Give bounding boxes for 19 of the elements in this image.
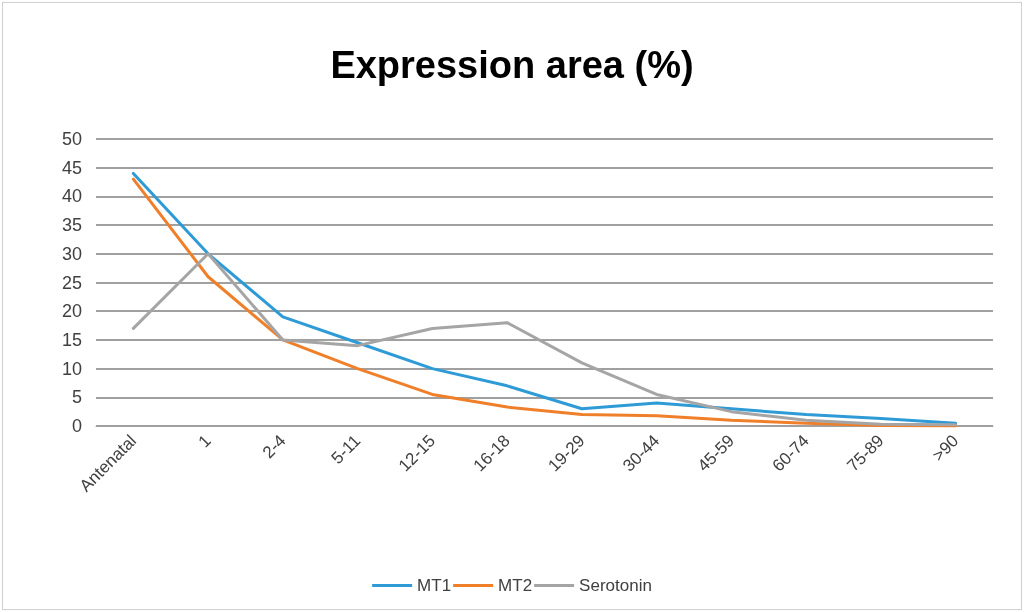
y-tick-label: 20 [61, 301, 82, 322]
legend-label: MT1 [417, 576, 452, 595]
y-tick-label: 40 [61, 186, 82, 207]
y-tick-label: 30 [61, 243, 82, 264]
y-tick-label: 25 [61, 272, 82, 293]
y-tick-label: 35 [61, 215, 82, 236]
legend-label: MT2 [498, 576, 533, 595]
chart-title: Expression area (%) [330, 44, 694, 86]
x-tick-label: 5-11 [327, 431, 365, 468]
x-tick-label: >90 [928, 431, 963, 466]
y-tick-label: 45 [61, 157, 82, 178]
x-tick-label: 2-4 [258, 431, 290, 463]
y-tick-label: 10 [61, 358, 82, 379]
y-tick-label: 50 [61, 129, 82, 149]
legend-label: Serotonin [579, 576, 652, 595]
x-tick-label: 1 [194, 431, 215, 452]
y-tick-label: 5 [71, 387, 82, 408]
y-tick-label: 0 [71, 416, 82, 436]
y-tick-label: 15 [61, 329, 82, 350]
